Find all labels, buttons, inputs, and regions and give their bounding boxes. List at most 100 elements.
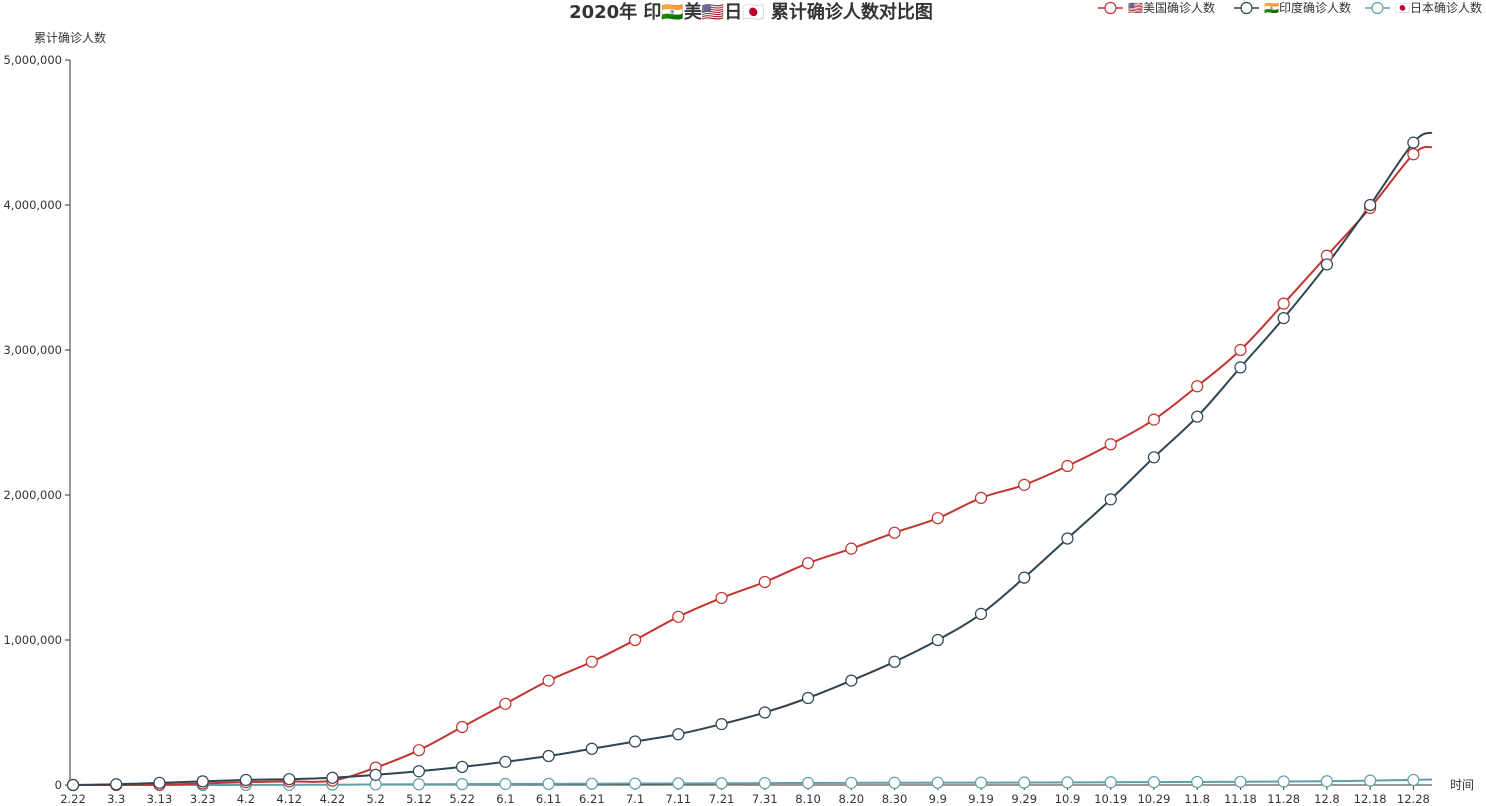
data-point[interactable] <box>585 777 598 790</box>
data-point[interactable] <box>1234 775 1247 788</box>
data-point[interactable] <box>283 773 296 786</box>
series-0-points <box>66 148 1420 792</box>
data-point[interactable] <box>672 777 685 790</box>
data-point[interactable] <box>239 773 253 787</box>
data-point[interactable] <box>153 776 166 789</box>
data-point[interactable] <box>456 760 469 773</box>
data-point[interactable] <box>845 674 858 687</box>
data-point[interactable] <box>1147 413 1161 426</box>
data-point[interactable] <box>1018 571 1031 584</box>
data-point[interactable] <box>672 610 685 623</box>
data-point[interactable] <box>715 591 728 605</box>
chart-title: 2020年 印🇮🇳美🇺🇸日🇯🇵 累计确诊人数对比图 <box>569 1 933 23</box>
data-point[interactable] <box>1147 775 1161 789</box>
data-point[interactable] <box>1018 478 1031 491</box>
x-tick-label: 5.12 <box>406 792 432 806</box>
data-point[interactable] <box>1364 198 1377 212</box>
series-1 <box>72 131 1433 786</box>
x-tick-label: 12.28 <box>1397 792 1430 806</box>
data-point[interactable] <box>1364 774 1377 787</box>
legend: 🇺🇸美国确诊人数 🇮🇳印度确诊人数 🇯🇵日本确诊人数 <box>1098 0 1482 15</box>
data-point[interactable] <box>801 776 815 790</box>
data-point[interactable] <box>110 778 123 791</box>
data-point[interactable] <box>585 742 598 755</box>
data-point[interactable] <box>1104 776 1117 789</box>
data-point[interactable] <box>888 526 901 539</box>
data-point[interactable] <box>1407 773 1420 787</box>
data-point[interactable] <box>1104 493 1117 506</box>
data-point[interactable] <box>1191 380 1204 393</box>
data-point[interactable] <box>1234 343 1247 357</box>
data-point[interactable] <box>456 778 469 791</box>
data-point[interactable] <box>1277 297 1290 310</box>
data-point[interactable] <box>542 749 555 763</box>
data-point[interactable] <box>1320 775 1334 788</box>
legend-marker <box>1104 1 1117 15</box>
series-line <box>72 145 1433 786</box>
data-point[interactable] <box>196 775 209 788</box>
data-point[interactable] <box>369 768 382 781</box>
data-point[interactable] <box>1234 361 1247 374</box>
legend-item-2[interactable]: 🇯🇵日本确诊人数 <box>1365 0 1482 15</box>
data-point[interactable] <box>801 557 815 570</box>
data-point[interactable] <box>715 717 728 731</box>
data-point[interactable] <box>1407 148 1420 161</box>
x-tick-label: 9.9 <box>929 792 947 806</box>
data-point[interactable] <box>888 776 901 789</box>
data-point[interactable] <box>888 655 901 668</box>
data-point[interactable] <box>974 491 988 504</box>
data-point[interactable] <box>1407 136 1420 149</box>
data-point[interactable] <box>758 777 771 790</box>
data-point[interactable] <box>326 771 339 784</box>
data-point[interactable] <box>845 542 858 555</box>
data-point[interactable] <box>456 720 469 734</box>
data-point[interactable] <box>628 777 642 790</box>
data-point[interactable] <box>1061 459 1074 473</box>
data-point[interactable] <box>801 691 815 705</box>
data-point[interactable] <box>672 728 685 741</box>
legend-label: 🇯🇵日本确诊人数 <box>1395 0 1482 15</box>
data-point[interactable] <box>715 777 728 790</box>
legend-item-1[interactable]: 🇮🇳印度确诊人数 <box>1234 0 1351 15</box>
legend-item-0[interactable]: 🇺🇸美国确诊人数 <box>1098 0 1215 15</box>
data-point[interactable] <box>542 674 555 687</box>
data-point[interactable] <box>1277 775 1290 788</box>
x-tick-label: 8.30 <box>882 792 908 806</box>
data-point[interactable] <box>66 778 80 792</box>
data-point[interactable] <box>1320 258 1334 271</box>
data-point[interactable] <box>758 706 771 719</box>
x-tick-label: 10.29 <box>1137 792 1170 806</box>
x-tick-label: 2.22 <box>60 792 86 806</box>
data-point[interactable] <box>974 607 988 621</box>
data-point[interactable] <box>412 765 426 778</box>
x-tick-label: 8.20 <box>838 792 864 806</box>
data-point[interactable] <box>542 777 555 790</box>
y-tick-label: 0 <box>55 778 62 792</box>
data-point[interactable] <box>499 697 512 710</box>
data-point[interactable] <box>931 776 944 789</box>
data-point[interactable] <box>974 776 988 789</box>
data-point[interactable] <box>1018 776 1031 789</box>
data-point[interactable] <box>499 755 512 768</box>
x-tick-label: 3.13 <box>147 792 173 806</box>
data-point[interactable] <box>931 633 944 647</box>
data-point[interactable] <box>758 575 771 589</box>
data-point[interactable] <box>845 776 858 789</box>
data-point[interactable] <box>628 633 642 647</box>
data-point[interactable] <box>1104 438 1117 451</box>
data-point[interactable] <box>585 655 598 668</box>
y-tick-label: 5,000,000 <box>3 53 62 67</box>
data-point[interactable] <box>412 744 426 757</box>
x-tick-label: 8.10 <box>795 792 821 806</box>
data-point[interactable] <box>1061 776 1074 789</box>
data-point[interactable] <box>1147 451 1161 464</box>
data-point[interactable] <box>1061 532 1074 545</box>
data-point[interactable] <box>1191 775 1204 789</box>
data-point[interactable] <box>1191 410 1204 423</box>
data-point[interactable] <box>1277 312 1290 325</box>
data-point[interactable] <box>628 735 642 748</box>
data-point[interactable] <box>412 778 426 791</box>
data-point[interactable] <box>931 512 944 525</box>
data-point[interactable] <box>499 777 512 791</box>
